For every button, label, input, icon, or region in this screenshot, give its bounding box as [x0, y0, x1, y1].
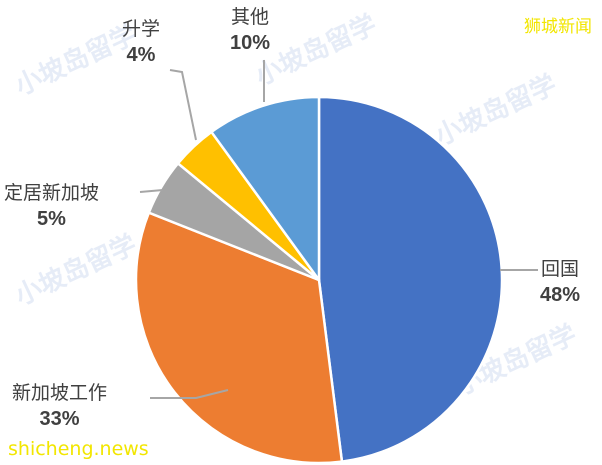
- label-slice-1: 新加坡工作 33%: [12, 380, 107, 432]
- slice-percent: 10%: [230, 32, 271, 54]
- label-slice-4: 其他 10%: [230, 4, 270, 56]
- label-slice-0: 回国 48%: [540, 256, 580, 308]
- leader-line-2: [139, 189, 164, 193]
- pie-slice-4: [209, 95, 321, 284]
- slice-label: 回国: [541, 258, 580, 280]
- source-watermark-bottom: shicheng.news: [8, 438, 149, 460]
- leader-line-3: [169, 69, 197, 141]
- slice-percent: 33%: [39, 408, 80, 430]
- pie-slice-1: [134, 211, 344, 465]
- slice-label: 升学: [122, 18, 161, 40]
- slice-percent: 48%: [540, 284, 581, 306]
- source-watermark-top: 狮城新闻: [524, 17, 592, 37]
- slice-percent: 5%: [37, 208, 66, 230]
- slice-label: 其他: [231, 6, 270, 28]
- label-slice-3: 升学 4%: [122, 16, 160, 68]
- slice-label: 新加坡工作: [12, 382, 108, 404]
- pie-slice-0: [317, 95, 504, 463]
- slice-percent: 4%: [126, 44, 156, 66]
- leader-line-1: [150, 389, 229, 399]
- label-slice-2: 定居新加坡 5%: [4, 180, 99, 232]
- slice-label: 定居新加坡: [4, 182, 100, 204]
